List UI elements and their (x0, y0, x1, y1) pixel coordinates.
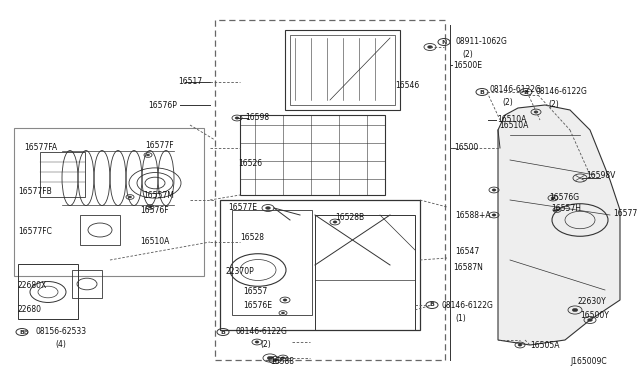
Bar (18, 264, 78, 319)
Circle shape (235, 117, 239, 119)
Circle shape (428, 46, 433, 48)
Text: 08146-6122G: 08146-6122G (235, 327, 287, 337)
Text: 16588+A: 16588+A (455, 211, 491, 219)
Text: 16577FB: 16577FB (18, 187, 52, 196)
Circle shape (588, 318, 593, 321)
Circle shape (281, 357, 285, 359)
Text: 16517: 16517 (178, 77, 202, 87)
Text: 16528: 16528 (240, 232, 264, 241)
Circle shape (129, 196, 132, 198)
Bar (80, 215, 120, 245)
Bar (232, 210, 312, 315)
Text: 16500: 16500 (454, 144, 478, 153)
Text: 16510A: 16510A (140, 237, 170, 247)
Text: J165009C: J165009C (570, 357, 607, 366)
Text: 16505A: 16505A (530, 340, 559, 350)
Text: 16587N: 16587N (453, 263, 483, 272)
Circle shape (572, 308, 578, 312)
Bar (215, 20, 445, 360)
Text: 16577FA: 16577FA (24, 144, 57, 153)
Text: 16547: 16547 (455, 247, 479, 257)
Text: 16500Y: 16500Y (580, 311, 609, 320)
Circle shape (273, 359, 277, 361)
Text: (2): (2) (462, 49, 473, 58)
Text: 16557H: 16557H (551, 205, 581, 214)
Text: 16500E: 16500E (453, 61, 482, 71)
Text: 22370P: 22370P (226, 267, 255, 276)
Text: B: B (479, 90, 484, 94)
Circle shape (333, 221, 337, 223)
Circle shape (534, 111, 538, 113)
Text: 16557M: 16557M (143, 190, 174, 199)
Circle shape (148, 206, 152, 208)
Text: 16576E: 16576E (243, 301, 272, 310)
Bar (285, 30, 400, 110)
Bar (240, 115, 385, 195)
Text: 16577E: 16577E (228, 203, 257, 212)
Bar (14, 128, 204, 276)
Text: 16546: 16546 (395, 80, 419, 90)
Text: 08156-62533: 08156-62533 (36, 327, 87, 337)
Bar (72, 270, 102, 298)
Bar (315, 215, 415, 330)
Text: (1): (1) (455, 314, 466, 323)
Text: 22680: 22680 (18, 305, 42, 314)
Circle shape (283, 299, 287, 301)
Circle shape (282, 312, 285, 314)
Text: B: B (524, 90, 529, 94)
Text: 16598: 16598 (245, 113, 269, 122)
Circle shape (551, 197, 555, 199)
Text: 08146-6122G: 08146-6122G (536, 87, 588, 96)
Text: B: B (20, 330, 24, 334)
Text: B: B (23, 330, 28, 336)
Text: 16576F: 16576F (140, 205, 168, 215)
Circle shape (492, 189, 496, 191)
Bar (220, 200, 420, 330)
Text: 16526: 16526 (238, 158, 262, 167)
Text: 16577F: 16577F (145, 141, 173, 150)
Bar (290, 35, 395, 105)
Text: (2): (2) (502, 97, 513, 106)
Circle shape (268, 356, 273, 360)
Text: 16588: 16588 (270, 357, 294, 366)
Circle shape (518, 344, 522, 346)
Text: 08146-6122G: 08146-6122G (441, 301, 493, 310)
Text: 16577FC: 16577FC (18, 228, 52, 237)
Text: 16576G: 16576G (549, 192, 579, 202)
Circle shape (147, 154, 150, 156)
Circle shape (556, 209, 559, 211)
Text: (4): (4) (55, 340, 66, 350)
Text: 16576P: 16576P (148, 100, 177, 109)
Text: 22680X: 22680X (18, 282, 47, 291)
Text: 08146-6122G: 08146-6122G (490, 86, 542, 94)
Text: 16528B: 16528B (335, 214, 364, 222)
Text: B: B (221, 330, 225, 334)
Text: (2): (2) (548, 99, 559, 109)
Text: 16510A: 16510A (497, 115, 526, 125)
Text: 16577: 16577 (613, 208, 637, 218)
Text: (2): (2) (260, 340, 271, 349)
Text: 22630Y: 22630Y (578, 298, 607, 307)
Text: 16510A: 16510A (499, 122, 529, 131)
Text: B: B (429, 302, 435, 308)
Text: 08911-1062G: 08911-1062G (455, 38, 507, 46)
Bar (40, 152, 85, 197)
Circle shape (255, 341, 259, 343)
Text: N: N (442, 39, 447, 45)
Text: 16557: 16557 (243, 286, 268, 295)
Polygon shape (498, 105, 620, 345)
Circle shape (492, 214, 496, 216)
Text: 16598V: 16598V (586, 170, 616, 180)
Circle shape (266, 206, 270, 209)
